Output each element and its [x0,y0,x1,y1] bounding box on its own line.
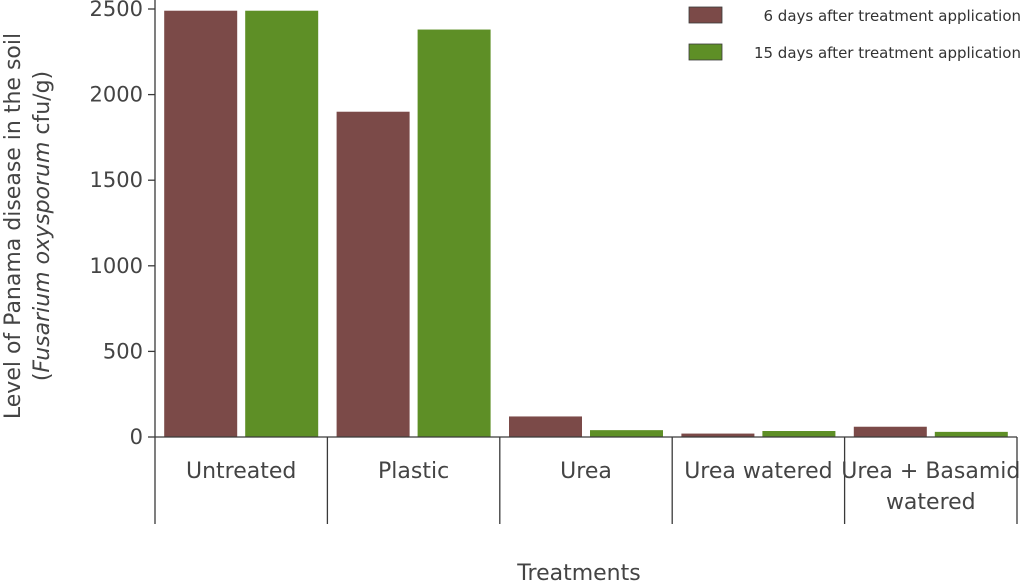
legend-swatch-0 [688,6,723,24]
bar-day15-1 [417,29,491,437]
x-category-label: Plastic [378,459,449,484]
y-tick-label: 2500 [90,0,143,21]
bar-day6-2 [509,416,582,437]
y-axis-subtitle-rest: cfu/g) [30,71,55,142]
y-tick-label: 2000 [90,83,143,107]
x-category-label: Urea watered [684,459,832,484]
bar-day15-4 [934,431,1008,437]
legend-label-0: 6 days after treatment application [764,7,1022,25]
bar-day15-0 [245,10,319,437]
y-axis-subtitle: (Fusarium oxysporum cfu/g) [30,71,55,381]
legend-label-1: 15 days after treatment application [754,44,1021,62]
legend: 6 days after treatment application 15 day… [688,6,1022,62]
x-category-label: Urea + Basamid [841,459,1020,484]
bar-day15-3 [762,431,836,437]
x-axis-title: Treatments [516,561,640,586]
y-tick-label: 500 [103,339,143,363]
y-tick-label: 1000 [90,254,143,278]
bars [164,10,1008,437]
y-axis-subtitle-italic: Fusarium oxysporum [30,142,55,373]
y-axis-subtitle-open: ( [30,373,55,382]
y-ticks: 0 500 1000 1500 2000 2500 [90,0,155,449]
bar-day15-2 [590,430,663,437]
bar-day6-1 [336,111,410,437]
x-category-label: watered [886,490,976,515]
bar-day6-3 [681,433,755,437]
bar-day6-0 [164,10,238,437]
legend-swatch-1 [688,43,723,61]
y-axis-title: Level of Panama disease in the soil [1,33,26,419]
x-category-label: Urea [560,459,612,484]
y-tick-label: 1500 [90,168,143,192]
bar-day6-4 [853,426,927,437]
x-categories: Untreated Plastic Urea Urea watered Urea + B… [186,437,1020,524]
x-category-label: Untreated [186,459,296,484]
y-tick-label: 0 [130,425,143,449]
